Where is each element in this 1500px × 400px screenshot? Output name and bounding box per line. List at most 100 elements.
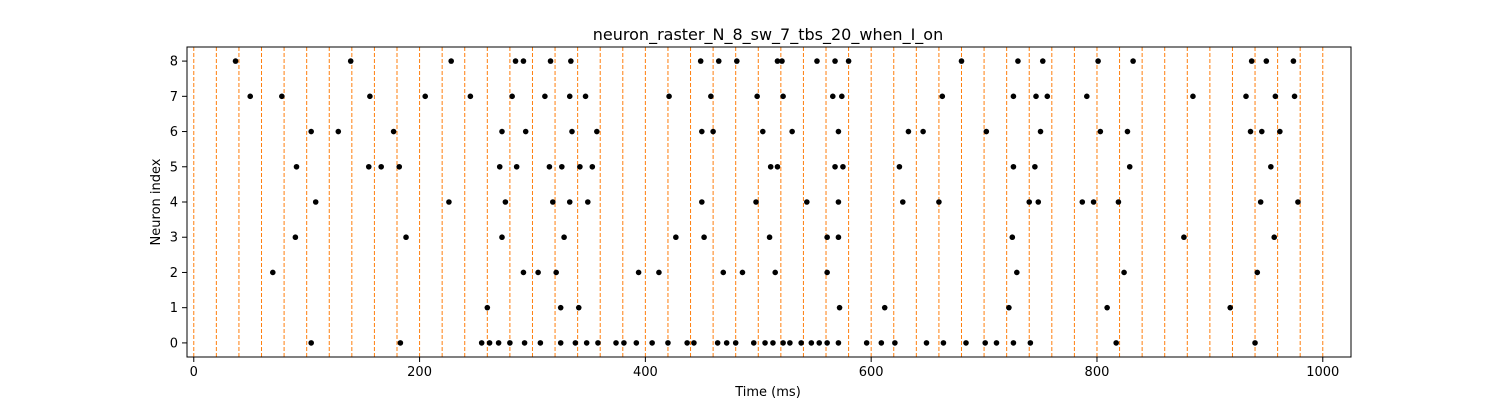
spike-point (1257, 199, 1264, 205)
spike-point (936, 199, 942, 205)
spike-point (1014, 269, 1020, 276)
spike-point (1044, 93, 1051, 100)
spike-point (839, 93, 845, 100)
spike-point (1010, 340, 1017, 346)
spike-point (993, 340, 1000, 346)
spike-point (232, 58, 239, 64)
spike-point (824, 340, 830, 346)
spike-point (699, 128, 705, 135)
spike-point (561, 234, 567, 241)
spike-point (899, 199, 906, 205)
spike-point (697, 58, 704, 64)
spike-point (378, 163, 384, 170)
spike-point (513, 163, 520, 170)
spike-point (673, 234, 679, 241)
spike-point (684, 340, 690, 346)
spike-point (1010, 163, 1017, 170)
spike-point (484, 304, 491, 311)
spike-point (621, 340, 627, 346)
spike-point (759, 128, 766, 135)
spike-point (787, 340, 793, 346)
spike-point (754, 93, 760, 100)
spike-point (774, 163, 781, 170)
spike-point (1277, 128, 1283, 135)
spike-point (720, 269, 727, 276)
chart-title: neuron_raster_N_8_sw_7_tbs_20_when_I_on (593, 25, 943, 45)
spike-point (559, 163, 565, 170)
spike-point (780, 340, 786, 346)
spike-point (1039, 58, 1046, 64)
spike-point (293, 163, 300, 170)
spike-point (594, 128, 600, 135)
vlines-layer (193, 47, 1324, 357)
spike-point (1113, 340, 1119, 346)
y-tick-label: 0 (170, 336, 178, 351)
spike-point (635, 269, 642, 276)
spike-point (1095, 58, 1101, 64)
y-tick-label: 3 (170, 231, 178, 246)
spike-point (710, 128, 716, 135)
spike-point (774, 58, 781, 64)
spike-point (279, 93, 285, 100)
spike-point (804, 199, 810, 205)
spike-point (1227, 304, 1233, 311)
spike-point (1190, 93, 1196, 100)
spike-point (308, 128, 314, 135)
spike-point (521, 340, 528, 346)
spike-point (835, 234, 842, 241)
spike-point (699, 199, 705, 205)
spike-point (448, 58, 454, 64)
spike-point (583, 340, 590, 346)
spike-point (572, 340, 579, 346)
spike-point (512, 58, 519, 64)
spike-point (507, 340, 513, 346)
spike-point (739, 269, 746, 276)
spike-point (1015, 58, 1021, 64)
spike-point (840, 163, 846, 170)
spike-point (535, 269, 541, 276)
spike-point (520, 58, 527, 64)
y-axis: 0 1 2 3 4 5 6 7 8 (170, 55, 187, 351)
y-tick-label: 1 (170, 301, 178, 316)
spike-point (666, 93, 672, 100)
spike-point (247, 93, 254, 100)
spike-point (836, 304, 843, 311)
x-tick-label: 400 (633, 365, 658, 380)
spike-point (396, 163, 403, 170)
spike-point (1252, 340, 1258, 346)
spike-point (939, 93, 946, 100)
x-tick-label: 1000 (1306, 365, 1339, 380)
spike-point (734, 58, 740, 64)
spike-point (1295, 199, 1301, 205)
spike-point (446, 199, 452, 205)
y-tick-label: 7 (170, 90, 178, 105)
spike-point (1130, 58, 1136, 64)
spike-point (863, 340, 870, 346)
spike-point (753, 199, 759, 205)
spike-point (1079, 199, 1086, 205)
spike-point (780, 93, 786, 100)
spike-point (958, 58, 965, 64)
spike-point (308, 340, 314, 346)
spike-point (390, 128, 397, 135)
spike-point (1010, 93, 1017, 100)
spike-point (542, 93, 548, 100)
spike-point (1254, 269, 1261, 276)
spike-point (537, 340, 544, 346)
spike-point (779, 58, 785, 64)
spike-point (347, 58, 354, 64)
spike-point (1121, 269, 1127, 276)
spike-point (568, 58, 574, 64)
spike-point (770, 340, 776, 346)
spike-point (575, 304, 582, 311)
spike-point (397, 340, 404, 346)
spike-point (656, 269, 662, 276)
spike-point (723, 340, 730, 346)
spike-point (509, 93, 515, 100)
spike-point (547, 58, 554, 64)
y-tick-label: 8 (170, 55, 178, 70)
spike-point (557, 304, 564, 311)
spike-point (1290, 58, 1297, 64)
spike-point (881, 304, 888, 311)
